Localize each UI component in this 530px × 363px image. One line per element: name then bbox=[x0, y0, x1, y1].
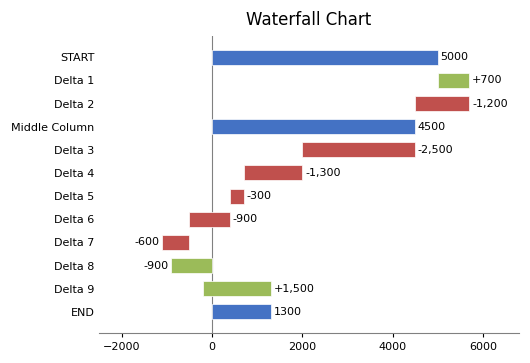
Text: -1,300: -1,300 bbox=[305, 168, 340, 178]
Text: -300: -300 bbox=[246, 191, 271, 201]
Bar bbox=[302, 142, 415, 157]
Bar bbox=[212, 119, 415, 134]
Text: 5000: 5000 bbox=[440, 52, 469, 62]
Text: +700: +700 bbox=[472, 76, 502, 85]
Bar bbox=[212, 50, 438, 65]
Bar bbox=[244, 166, 302, 180]
Bar bbox=[203, 281, 271, 296]
Bar bbox=[230, 189, 244, 204]
Text: -900: -900 bbox=[233, 214, 258, 224]
Text: -1,200: -1,200 bbox=[472, 98, 508, 109]
Text: 4500: 4500 bbox=[418, 122, 446, 132]
Title: Waterfall Chart: Waterfall Chart bbox=[246, 11, 372, 29]
Text: -2,500: -2,500 bbox=[418, 145, 454, 155]
Bar bbox=[415, 96, 469, 111]
Bar bbox=[162, 235, 189, 250]
Bar bbox=[189, 212, 230, 227]
Bar bbox=[171, 258, 212, 273]
Bar bbox=[212, 304, 271, 319]
Text: 1300: 1300 bbox=[273, 307, 302, 317]
Text: +1,500: +1,500 bbox=[273, 284, 314, 294]
Text: -600: -600 bbox=[135, 237, 160, 248]
Bar bbox=[438, 73, 469, 88]
Text: -900: -900 bbox=[144, 261, 169, 270]
